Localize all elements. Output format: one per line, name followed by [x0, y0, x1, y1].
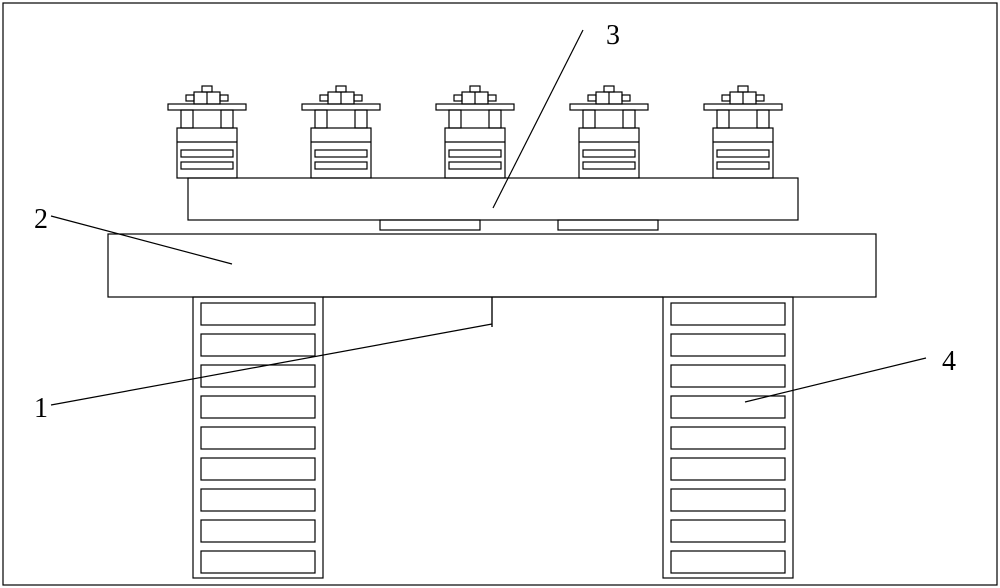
callout-label: 2	[34, 204, 48, 235]
callout-label: 4	[942, 346, 956, 377]
callout-label: 1	[34, 393, 48, 424]
diagram-svg: 3 2 1 4	[0, 0, 1000, 588]
pedestal	[570, 86, 648, 178]
callout-3: 3	[493, 20, 620, 208]
pedestal	[704, 86, 782, 178]
pedestal	[436, 86, 514, 178]
callout-4: 4	[745, 346, 956, 402]
pedestal	[302, 86, 380, 178]
pedestal	[168, 86, 246, 178]
callout-label: 3	[606, 20, 620, 51]
callout-1: 1	[34, 324, 492, 424]
